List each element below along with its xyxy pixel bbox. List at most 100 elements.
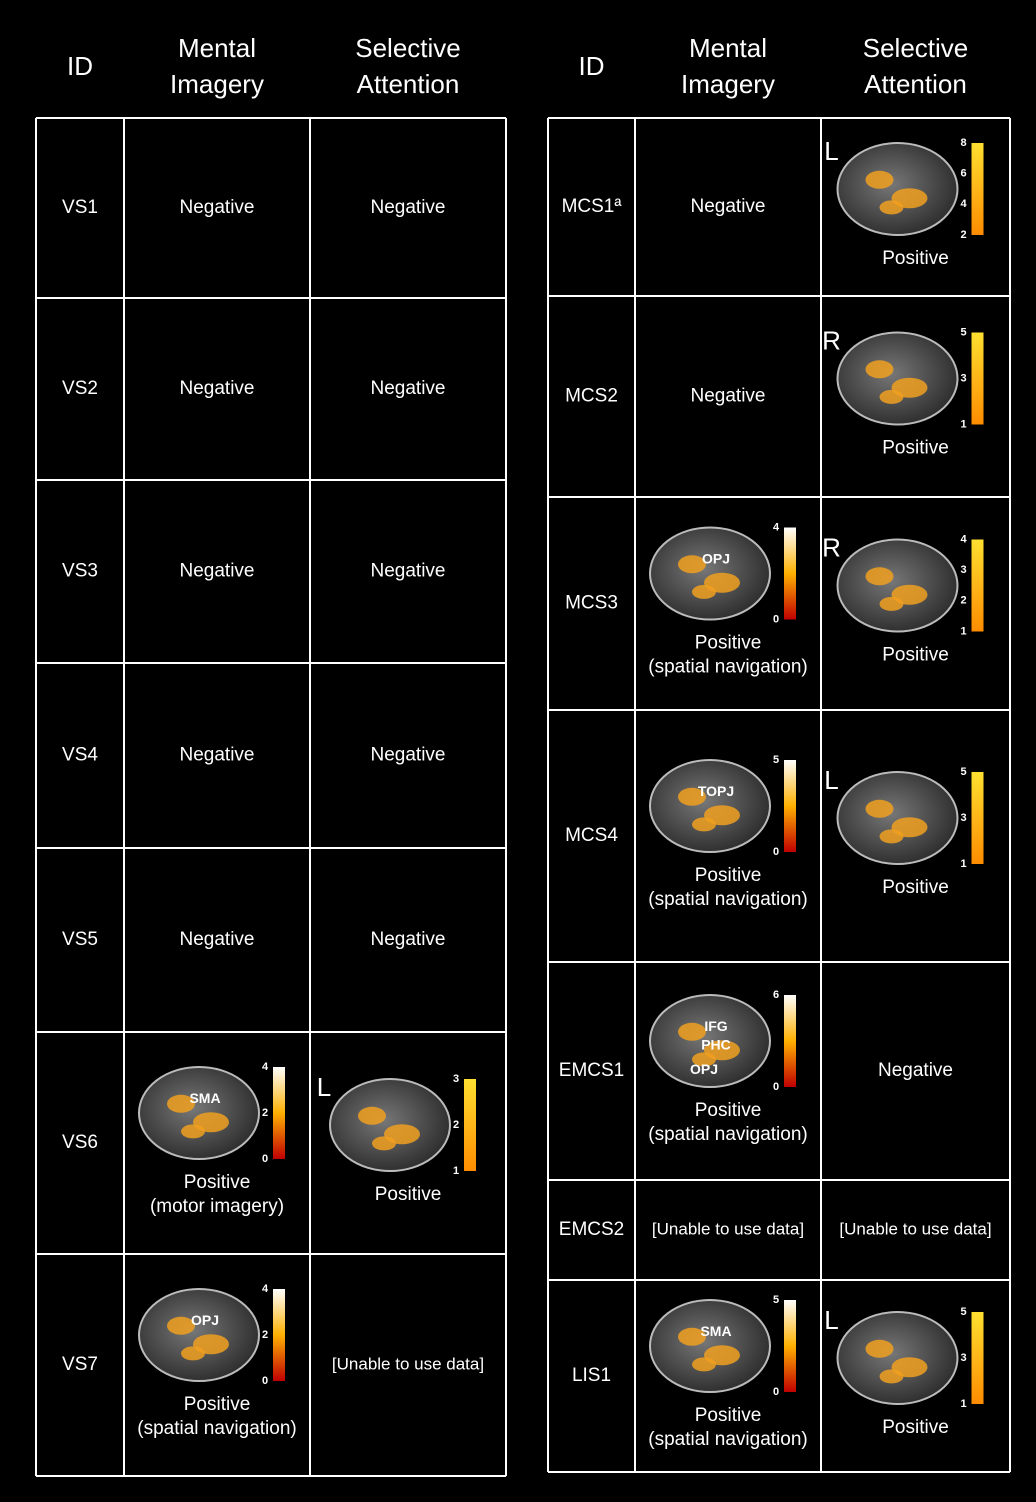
colorbar xyxy=(784,760,796,852)
cell-text: [Unable to use data] xyxy=(652,1219,804,1238)
cell-text: Positive xyxy=(695,865,762,886)
colorbar xyxy=(273,1067,285,1159)
region-label: SMA xyxy=(189,1090,220,1106)
colorbar-tick-label: 4 xyxy=(960,533,967,545)
brain-scan xyxy=(329,1078,451,1172)
brain-scan xyxy=(836,771,959,865)
colorbar-tick-label: 1 xyxy=(453,1165,459,1177)
side-label: L xyxy=(317,1072,331,1102)
cell-text: Positive xyxy=(695,1405,762,1426)
row-id: MCS4 xyxy=(565,825,618,846)
colorbar-tick-label: 2 xyxy=(262,1107,268,1119)
colorbar xyxy=(971,143,984,235)
cell-text: (spatial navigation) xyxy=(648,1429,807,1450)
cell-text: (spatial navigation) xyxy=(137,1418,296,1439)
cell-text: Negative xyxy=(691,386,766,407)
colorbar-tick-label: 5 xyxy=(773,754,779,766)
cell-text: Positive xyxy=(882,248,949,269)
colorbar xyxy=(971,1312,984,1404)
brain-scan xyxy=(649,994,771,1088)
column-header: Mental xyxy=(689,33,767,63)
row-id: VS1 xyxy=(62,197,98,218)
column-header: Attention xyxy=(357,69,460,99)
activation xyxy=(678,1327,706,1346)
colorbar xyxy=(971,539,984,632)
colorbar-tick-label: 1 xyxy=(960,625,966,637)
column-header: ID xyxy=(579,51,605,81)
activation xyxy=(181,1346,205,1361)
colorbar xyxy=(784,1300,796,1392)
column-header: Imagery xyxy=(170,69,264,99)
cell-text: Positive xyxy=(882,877,949,898)
colorbar-tick-label: 4 xyxy=(773,521,780,533)
colorbar-tick-label: 2 xyxy=(960,229,966,241)
colorbar xyxy=(784,995,796,1087)
colorbar-tick-label: 0 xyxy=(773,613,779,625)
colorbar xyxy=(971,332,984,425)
cell-text: [Unable to use data] xyxy=(839,1219,991,1238)
brain-scan xyxy=(836,331,959,426)
region-label: PHC xyxy=(701,1036,731,1052)
colorbar-tick-label: 4 xyxy=(960,198,967,210)
cell-text: Positive xyxy=(184,1394,251,1415)
colorbar-tick-label: 0 xyxy=(262,1153,268,1165)
row-id: VS3 xyxy=(62,561,98,582)
region-label: TOPJ xyxy=(698,783,734,799)
colorbar-tick-label: 6 xyxy=(960,168,966,180)
row-id: VS2 xyxy=(62,378,98,399)
column-header: Selective xyxy=(863,33,969,63)
colorbar-tick-label: 8 xyxy=(960,137,966,149)
activation xyxy=(678,787,706,806)
cell-text: Negative xyxy=(371,745,446,766)
colorbar xyxy=(971,772,984,864)
row-id: VS7 xyxy=(62,1354,98,1375)
brain-scan xyxy=(138,1066,260,1160)
colorbar-tick-label: 5 xyxy=(960,326,966,338)
colorbar xyxy=(464,1079,476,1171)
cell-text: (spatial navigation) xyxy=(648,1124,807,1145)
row-id: LIS1 xyxy=(572,1365,611,1386)
colorbar-tick-label: 1 xyxy=(960,418,966,430)
cell-text: Negative xyxy=(180,197,255,218)
activation xyxy=(865,170,894,189)
colorbar-tick-label: 0 xyxy=(773,1386,779,1398)
activation xyxy=(181,1124,205,1139)
region-label: IFG xyxy=(704,1018,727,1034)
brain-scan xyxy=(649,759,771,853)
side-label: R xyxy=(822,325,841,355)
colorbar-tick-label: 3 xyxy=(960,372,966,384)
region-label: OPJ xyxy=(191,1312,219,1328)
colorbar-tick-label: 4 xyxy=(262,1061,269,1073)
cell-text: (spatial navigation) xyxy=(648,889,807,910)
cell-text: Negative xyxy=(180,378,255,399)
region-label: OPJ xyxy=(690,1061,718,1077)
cell-text: Negative xyxy=(180,929,255,950)
activation xyxy=(678,555,706,574)
row-id: VS5 xyxy=(62,929,98,950)
colorbar-tick-label: 0 xyxy=(773,846,779,858)
brain-scan xyxy=(649,526,771,621)
colorbar-tick-label: 1 xyxy=(960,1398,966,1410)
colorbar-tick-label: 3 xyxy=(960,564,966,576)
activation xyxy=(167,1094,195,1113)
colorbar xyxy=(273,1289,285,1381)
column-header: Imagery xyxy=(681,69,775,99)
colorbar-tick-label: 3 xyxy=(960,812,966,824)
activation xyxy=(167,1316,195,1335)
cell-text: Positive xyxy=(695,1100,762,1121)
column-header: Selective xyxy=(355,33,461,63)
cell-text: Positive xyxy=(882,438,949,459)
row-id: VS4 xyxy=(62,745,98,766)
row-id: EMCS1 xyxy=(559,1060,624,1081)
activation xyxy=(879,596,904,611)
column-header: ID xyxy=(67,51,93,81)
colorbar-tick-label: 4 xyxy=(262,1283,269,1295)
side-label: L xyxy=(824,765,838,795)
region-label: SMA xyxy=(700,1323,731,1339)
activation xyxy=(865,799,894,818)
colorbar-tick-label: 5 xyxy=(960,766,966,778)
activation xyxy=(865,567,894,586)
side-label: R xyxy=(822,532,841,562)
